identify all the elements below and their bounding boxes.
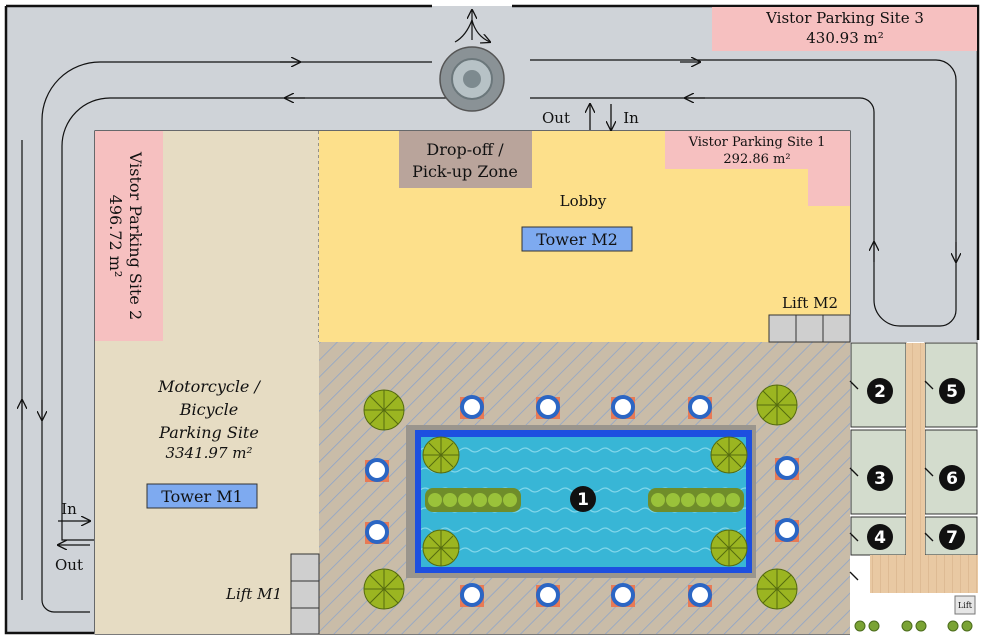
- palm-tree-icon: [756, 384, 798, 426]
- marker-5: [939, 378, 965, 404]
- umbrella-lounger-icon: [536, 583, 560, 607]
- lift-m1-shaft: [290, 553, 320, 582]
- umbrella-lounger-icon: [775, 456, 799, 480]
- palm-tree-icon: [710, 529, 748, 567]
- umbrella-lounger-icon: [460, 395, 484, 419]
- door-tick: [849, 571, 859, 581]
- exit-curve-arrow: [471, 19, 490, 42]
- visitor-parking-1-area-label: 292.86 m²: [723, 152, 790, 167]
- marker-7-label: 7: [946, 528, 958, 548]
- small-lift-box: [954, 595, 976, 615]
- corridor-vertical: [906, 343, 925, 555]
- marker-2: [867, 378, 893, 404]
- marker-7: [939, 524, 965, 550]
- umbrella-lounger-icon: [365, 458, 389, 482]
- visitor-parking-2-name: Vistor Parking Site 2: [126, 151, 145, 320]
- inner-lane-left: [61, 97, 450, 541]
- visitor-parking-1-area: [665, 131, 850, 169]
- corridor-horizontal: [870, 555, 978, 593]
- shrub-icon: [915, 620, 927, 632]
- lift-m2-shaft: [768, 314, 797, 343]
- tower-m2-label: Tower M2: [536, 230, 618, 249]
- lift-m1-label: Lift M1: [225, 585, 282, 603]
- marker-1-label: 1: [577, 490, 589, 510]
- pool-hedge-left: [425, 488, 521, 512]
- marker-4-label: 4: [874, 528, 886, 548]
- umbrella-lounger-icon: [611, 395, 635, 419]
- palm-tree-icon: [363, 568, 405, 610]
- shrub-icon: [854, 620, 866, 632]
- visitor-parking-3-name: Vistor Parking Site 3: [765, 9, 924, 27]
- visitor-parking-1-name: Vistor Parking Site 1: [688, 135, 826, 150]
- umbrella-lounger-icon: [775, 518, 799, 542]
- palm-tree-icon: [422, 436, 460, 474]
- right-loop-lane: [530, 59, 957, 327]
- roundabout-core: [463, 70, 481, 88]
- lift-m2-label: Lift M2: [782, 294, 838, 312]
- door-tick: [924, 380, 934, 390]
- entrance-left-out: Out: [55, 556, 83, 574]
- entrance-top-out: Out: [542, 109, 570, 127]
- visitor-parking-3-area: [712, 7, 977, 51]
- door-tick: [849, 532, 859, 542]
- shrub-icon: [868, 620, 880, 632]
- lobby-label: Lobby: [560, 192, 607, 210]
- outer-lane: [41, 61, 432, 613]
- marker-6: [939, 465, 965, 491]
- dropoff-line1: Drop-off /: [426, 140, 504, 159]
- visitor-parking-2-area-label: 496.72 m²: [106, 195, 125, 278]
- entrance-left-in: In: [61, 500, 77, 518]
- umbrella-lounger-icon: [611, 583, 635, 607]
- motorcycle-area-label: 3341.97 m²: [165, 444, 252, 462]
- lift-m2-shaft: [822, 314, 851, 343]
- entrance-top-in: In: [623, 109, 639, 127]
- palm-tree-icon: [710, 436, 748, 474]
- motorcycle-line3: Parking Site: [158, 423, 259, 442]
- shrub-icon: [901, 620, 913, 632]
- door-tick: [924, 532, 934, 542]
- umbrella-lounger-icon: [365, 520, 389, 544]
- pool-hedge-right: [648, 488, 744, 512]
- motorcycle-line2: Bicycle: [179, 400, 238, 419]
- dropoff-line2: Pick-up Zone: [412, 162, 518, 181]
- marker-3-label: 3: [874, 469, 886, 489]
- visitor-parking-1-extension: [808, 169, 850, 206]
- marker-4: [867, 524, 893, 550]
- lift-m1-shaft: [290, 580, 320, 609]
- umbrella-lounger-icon: [460, 583, 484, 607]
- lift-m1-shaft: [290, 607, 320, 635]
- exit-curve: [454, 19, 473, 43]
- marker-3: [867, 465, 893, 491]
- palm-tree-icon: [363, 389, 405, 431]
- marker-1: [570, 486, 596, 512]
- small-lift-label: Lift: [958, 601, 973, 610]
- marker-2-label: 2: [874, 382, 886, 402]
- door-tick: [924, 467, 934, 477]
- lift-m2-shaft: [795, 314, 824, 343]
- umbrella-lounger-icon: [688, 395, 712, 419]
- door-tick: [849, 380, 859, 390]
- palm-tree-icon: [422, 529, 460, 567]
- marker-6-label: 6: [946, 469, 958, 489]
- site-boundary: [4, 4, 980, 635]
- door-tick: [849, 467, 859, 477]
- umbrella-lounger-icon: [688, 583, 712, 607]
- tower-m1-label: Tower M1: [161, 487, 243, 506]
- marker-5-label: 5: [946, 382, 958, 402]
- tower-m1-box: [146, 483, 258, 509]
- tower-m2-box: [521, 226, 633, 252]
- shrub-icon: [947, 620, 959, 632]
- palm-tree-icon: [756, 568, 798, 610]
- motorcycle-line1: Motorcycle /: [157, 377, 261, 396]
- dropoff-zone: [399, 131, 532, 188]
- umbrella-lounger-icon: [536, 395, 560, 419]
- shrub-icon: [961, 620, 973, 632]
- visitor-parking-2-area: [95, 131, 163, 341]
- visitor-parking-3-area-label: 430.93 m²: [806, 29, 884, 47]
